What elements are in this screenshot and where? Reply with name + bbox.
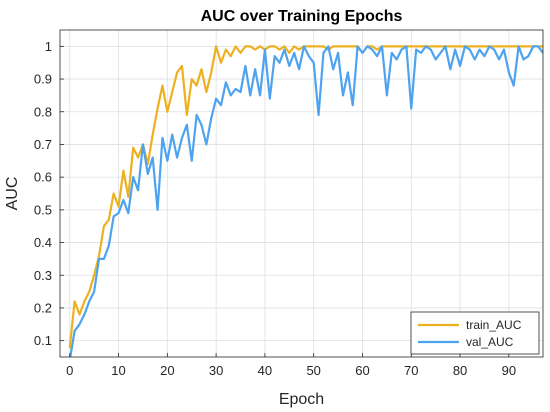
y-tick-label: 0.4 xyxy=(34,235,52,250)
y-tick-label: 0.3 xyxy=(34,268,52,283)
y-tick-label: 0.2 xyxy=(34,300,52,315)
y-tick-label: 0.5 xyxy=(34,202,52,217)
x-axis-label: Epoch xyxy=(279,391,324,408)
legend-label: val_AUC xyxy=(466,335,514,349)
legend-label: train_AUC xyxy=(466,318,522,332)
x-tick-label: 20 xyxy=(160,363,174,378)
x-tick-label: 60 xyxy=(355,363,369,378)
legend-box xyxy=(410,311,540,355)
y-axis-label: AUC xyxy=(4,177,21,211)
x-tick-label: 50 xyxy=(306,363,320,378)
x-tick-label: 90 xyxy=(502,363,516,378)
y-tick-label: 0.6 xyxy=(34,170,52,185)
plot-area xyxy=(60,30,543,357)
x-tick-label: 40 xyxy=(258,363,272,378)
y-tick-label: 0.1 xyxy=(34,333,52,348)
grid-lines xyxy=(60,30,543,357)
x-tick-label: 0 xyxy=(66,363,73,378)
series-line-val-auc xyxy=(69,45,543,357)
x-tick-label: 10 xyxy=(111,363,125,378)
legend: train_AUC val_AUC xyxy=(410,311,540,355)
x-tick-label: 70 xyxy=(404,363,418,378)
plot-border xyxy=(59,29,544,358)
y-tick-label: 0.7 xyxy=(34,137,52,152)
ticks: 0 10 20 30 40 50 60 70 80 90 0.1 0.2 0.3 0.4 0.5 0.6 0.7… xyxy=(34,39,516,378)
y-tick-label: 1 xyxy=(45,39,52,54)
chart-title: AUC over Training Epochs xyxy=(201,8,403,25)
y-tick-label: 0.8 xyxy=(34,104,52,119)
series-layer xyxy=(68,45,543,357)
x-tick-label: 30 xyxy=(209,363,223,378)
x-tick-label: 80 xyxy=(453,363,467,378)
y-tick-label: 0.9 xyxy=(34,72,52,87)
